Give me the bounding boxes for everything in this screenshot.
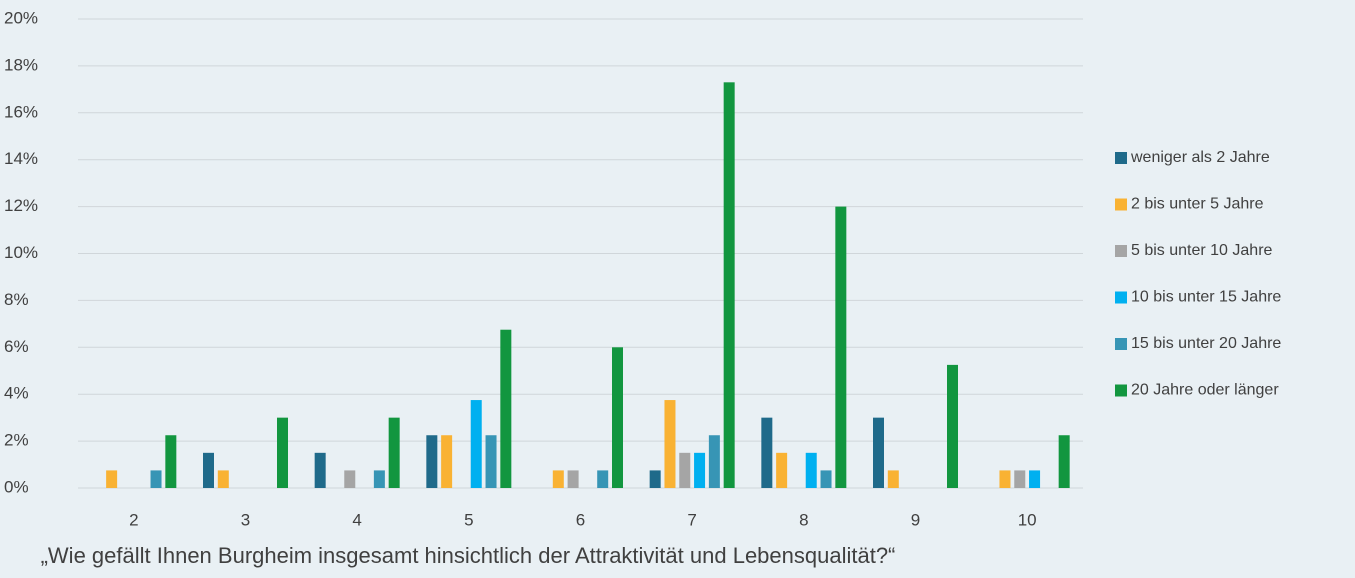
x-tick-label: 7 [687,510,696,529]
bar [887,470,899,488]
y-tick-label: 10% [4,243,38,262]
legend-label: weniger als 2 Jahre [1130,149,1270,166]
bar [500,329,512,488]
legend-swatch [1115,152,1127,164]
bar [835,206,847,488]
x-tick-label: 4 [352,510,361,529]
bar [1014,470,1026,488]
bar [150,470,162,488]
bar [873,417,884,488]
y-tick-label: 14% [4,149,38,168]
bar [999,470,1011,488]
bar [805,452,817,488]
bar [694,452,706,488]
legend-label: 5 bis unter 10 Jahre [1131,242,1273,259]
x-axis-label: „Wie gefällt Ihnen Burgheim insgesamt hi… [41,543,896,568]
legend-swatch [1115,338,1127,350]
x-tick-label: 6 [576,510,585,529]
bar [203,452,214,488]
y-tick-label: 0% [4,477,29,496]
x-tick-label: 8 [799,510,808,529]
y-tick-label: 12% [4,196,38,215]
legend-label: 20 Jahre oder länger [1131,382,1279,399]
bar [165,435,177,488]
bar [277,417,288,488]
bar [649,470,661,488]
bar [679,452,691,488]
bar [344,470,356,488]
legend-swatch [1115,245,1127,257]
bar [373,470,385,488]
bar [664,400,676,488]
legend-swatch [1115,291,1127,304]
bar [597,470,609,488]
bar [217,470,229,488]
y-tick-label: 20% [4,8,38,27]
bar [441,435,453,488]
y-tick-label: 18% [4,55,38,74]
bar [947,364,958,488]
legend-label: 15 bis unter 20 Jahre [1131,335,1281,352]
y-tick-label: 8% [4,290,29,309]
bar [1029,470,1041,488]
bar [388,417,400,488]
x-tick-label: 10 [1018,510,1037,529]
x-tick-label: 9 [911,510,920,529]
bar [708,435,720,488]
bar [314,452,326,488]
legend-swatch [1115,384,1127,397]
bar [1058,435,1070,488]
bar [106,470,118,488]
legend-label: 2 bis unter 5 Jahre [1131,196,1264,213]
bar [567,470,579,488]
y-tick-label: 2% [4,431,29,450]
x-tick-label: 3 [241,510,250,529]
y-tick-label: 16% [4,102,38,121]
legend-swatch [1115,198,1127,211]
bar [552,470,564,488]
bar [470,400,482,488]
bar [485,435,497,488]
bar [761,417,773,488]
y-tick-label: 6% [4,337,29,356]
legend-label: 10 bis unter 15 Jahre [1131,289,1281,306]
bar [723,82,735,488]
bar [426,435,438,488]
y-tick-label: 4% [4,384,29,403]
x-tick-label: 5 [464,510,473,529]
bar [820,470,832,488]
x-tick-label: 2 [129,510,138,529]
bar [612,347,623,488]
bar [776,452,788,488]
